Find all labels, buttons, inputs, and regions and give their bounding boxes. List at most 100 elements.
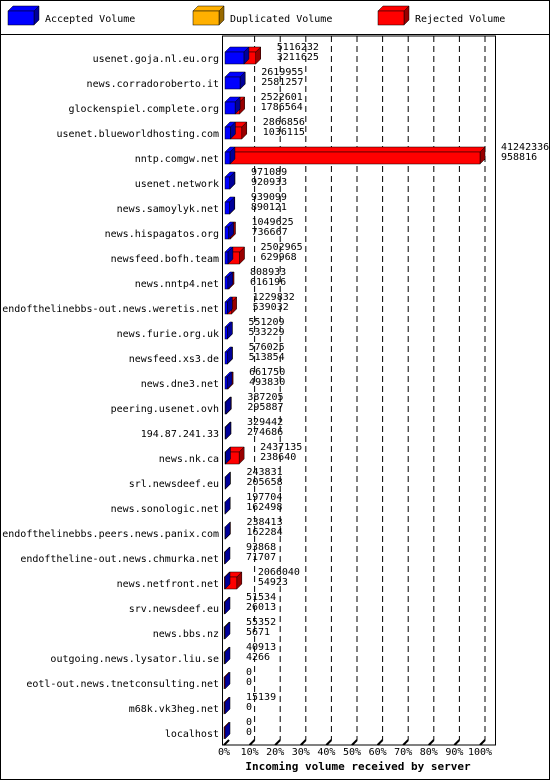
bar-accepted-face: [224, 351, 228, 365]
x-tick-label: 50%: [343, 747, 361, 758]
bar-accepted: [224, 321, 233, 340]
tick-mark: [248, 739, 256, 746]
value-label: 2066040: [258, 567, 300, 578]
bar-accepted: [224, 396, 232, 415]
bar-accepted-face: [224, 721, 231, 740]
bar-accepted-face: [224, 696, 231, 715]
value-label: 539032: [253, 302, 289, 313]
value-label: 0: [246, 677, 252, 688]
category-label: m68k.vk3heg.net: [129, 704, 219, 715]
legend-label: Accepted Volume: [45, 14, 135, 25]
tick-mark: [402, 739, 409, 746]
value-label: 493830: [249, 377, 285, 388]
bar-accepted-face: [224, 621, 231, 640]
legend-swatch-face: [192, 5, 225, 12]
tick-mark: [325, 739, 333, 746]
bar-accepted: [224, 96, 241, 115]
category-label: news.samoylyk.net: [117, 204, 219, 215]
bar-accepted-face: [224, 151, 231, 165]
value-label: 0: [246, 702, 252, 713]
bar-accepted: [224, 646, 231, 665]
bar-accepted-face: [224, 226, 229, 240]
legend-swatch-face: [377, 5, 410, 12]
bar-accepted-face: [224, 671, 231, 690]
value-label: 1786564: [261, 102, 303, 113]
bar-accepted: [224, 171, 236, 190]
value-label: 274686: [247, 427, 283, 438]
value-label: 205658: [247, 477, 283, 488]
value-label: 2866856: [263, 117, 305, 128]
legend-label: Duplicated Volume: [230, 14, 332, 25]
bar-accepted-face: [224, 51, 245, 65]
category-label: srl.newsdeef.eu: [129, 479, 219, 490]
value-label: 41242336: [501, 142, 549, 153]
bar-accepted-face: [224, 251, 229, 265]
value-label: 197704: [246, 492, 282, 503]
value-label: 238413: [246, 517, 282, 528]
category-label: outgoing.news.lysator.liu.se: [50, 654, 219, 665]
bar-accepted-face: [224, 276, 229, 290]
bar-accepted-face: [224, 596, 231, 615]
bar-accepted: [224, 46, 250, 65]
category-label: localhost: [165, 729, 219, 740]
value-label: 2437135: [260, 442, 302, 453]
bar-accepted-face: [224, 646, 231, 665]
value-label: 0: [246, 717, 252, 728]
value-label: 162498: [246, 502, 282, 513]
value-label: 890121: [251, 202, 287, 213]
value-label: 0: [246, 727, 252, 738]
tick-mark: [274, 739, 281, 746]
category-label: glockenspiel.complete.org: [68, 104, 219, 115]
bar-accepted: [224, 121, 237, 140]
value-label: 1036115: [263, 127, 305, 138]
legend-swatch: [7, 5, 40, 26]
bar-accepted: [224, 546, 231, 565]
x-tick-label: 80%: [420, 747, 438, 758]
bar-accepted: [224, 696, 231, 715]
value-label: 15139: [246, 692, 276, 703]
value-label: 533229: [248, 327, 284, 338]
tick-mark: [351, 739, 358, 746]
value-label: 4266: [246, 652, 270, 663]
category-label: newsfeed.bofh.team: [111, 254, 219, 265]
category-label: endofthelinebbs.peers.news.panix.com: [2, 529, 219, 540]
category-label: news.nk.ca: [159, 454, 219, 465]
bar-accepted: [224, 721, 231, 740]
value-label: 808933: [250, 267, 286, 278]
value-label: 2581257: [261, 77, 303, 88]
bar-accepted-face: [224, 546, 231, 565]
x-tick-label: 20%: [266, 747, 284, 758]
value-label: 736667: [252, 227, 288, 238]
value-label: 162284: [246, 527, 282, 538]
bar-accepted: [224, 671, 231, 690]
bar-accepted: [224, 446, 232, 465]
category-label: news.furie.org.uk: [117, 329, 219, 340]
value-label: 551209: [248, 317, 284, 328]
category-label: endoftheline-out.news.chmurka.net: [20, 554, 219, 565]
bar-accepted-face: [224, 201, 230, 215]
bar-accepted: [224, 621, 231, 640]
category-label: usenet.blueworldhosting.com: [56, 129, 219, 140]
value-label: 51534: [246, 592, 276, 603]
bar-accepted-face: [224, 76, 241, 90]
tick-mark: [453, 739, 461, 746]
bar-accepted: [224, 596, 231, 615]
category-label: peering.usenet.ovh: [111, 404, 219, 415]
category-label: news.dne3.net: [141, 379, 219, 390]
legend-swatch-face: [7, 10, 35, 26]
category-label: news.hispagatos.org: [105, 229, 219, 240]
category-label: usenet.goja.nl.eu.org: [93, 54, 219, 65]
bar-accepted-face: [224, 426, 226, 440]
bar-accepted: [224, 196, 236, 215]
bar-accepted-face: [224, 126, 231, 140]
category-label: usenet.network: [135, 179, 219, 190]
legend-swatch-face: [7, 5, 40, 12]
bar-rest: [229, 146, 486, 165]
value-label: 243831: [247, 467, 283, 478]
value-label: 513854: [249, 352, 285, 363]
value-label: 629968: [261, 252, 297, 263]
x-tick-label: 70%: [394, 747, 412, 758]
value-label: 958816: [501, 152, 537, 163]
value-label: 93868: [246, 542, 276, 553]
